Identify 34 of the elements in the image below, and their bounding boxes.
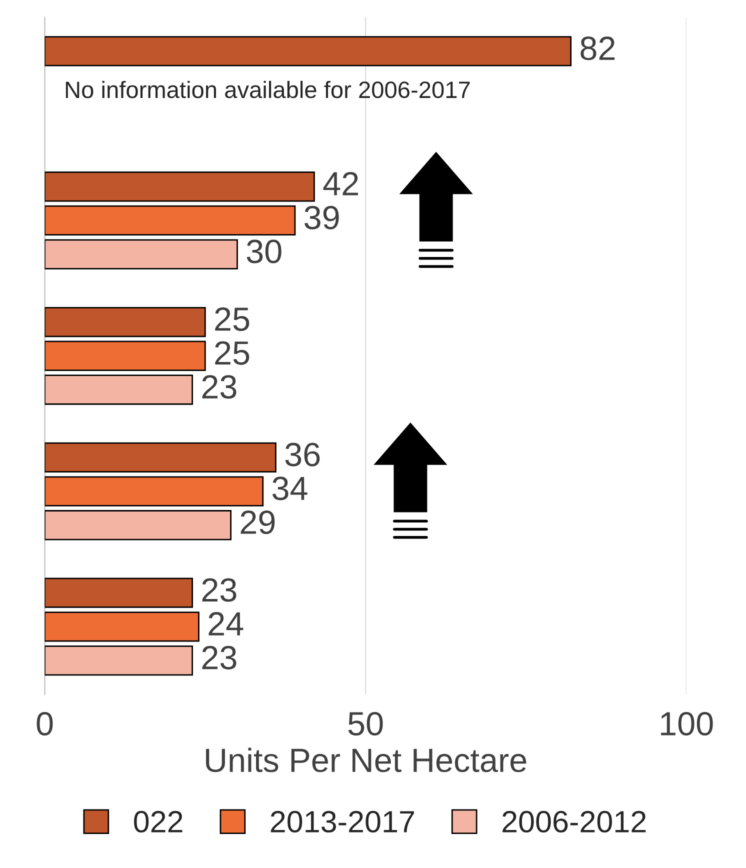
data-label: 82	[580, 36, 615, 60]
data-label: 24	[208, 612, 244, 636]
data-label: 23	[202, 578, 236, 602]
bar	[44, 205, 296, 236]
annotation: No information available for 2006-2017	[66, 80, 470, 98]
data-label: 23	[202, 375, 236, 399]
data-label: 29	[240, 510, 275, 534]
bar	[44, 36, 572, 66]
data-label: 34	[272, 476, 308, 500]
data-label: 25	[215, 307, 250, 331]
bar	[44, 612, 200, 642]
bar	[44, 172, 315, 202]
data-label: 25	[215, 341, 250, 365]
legend-label: 022	[134, 810, 182, 833]
data-label: 36	[285, 442, 320, 466]
x-axis-title: Units Per Net Hectare	[206, 748, 526, 772]
x-tick-label: 50	[348, 712, 383, 736]
x-tick-label: 100	[661, 712, 713, 736]
legend-label: 2013-2017	[270, 810, 414, 833]
x-tick-label: 0	[36, 712, 53, 736]
data-label: 42	[323, 172, 358, 196]
bar	[44, 645, 194, 676]
bar	[44, 340, 206, 371]
data-label: 23	[202, 646, 236, 670]
bar	[44, 476, 264, 506]
data-label: 39	[304, 206, 339, 230]
bar	[44, 442, 276, 473]
data-label: 30	[246, 240, 282, 264]
bar	[44, 510, 232, 540]
bar	[44, 578, 194, 608]
bar	[44, 306, 206, 338]
legend-label: 2006-2012	[502, 810, 646, 833]
bar	[44, 239, 238, 270]
bar	[44, 374, 194, 405]
